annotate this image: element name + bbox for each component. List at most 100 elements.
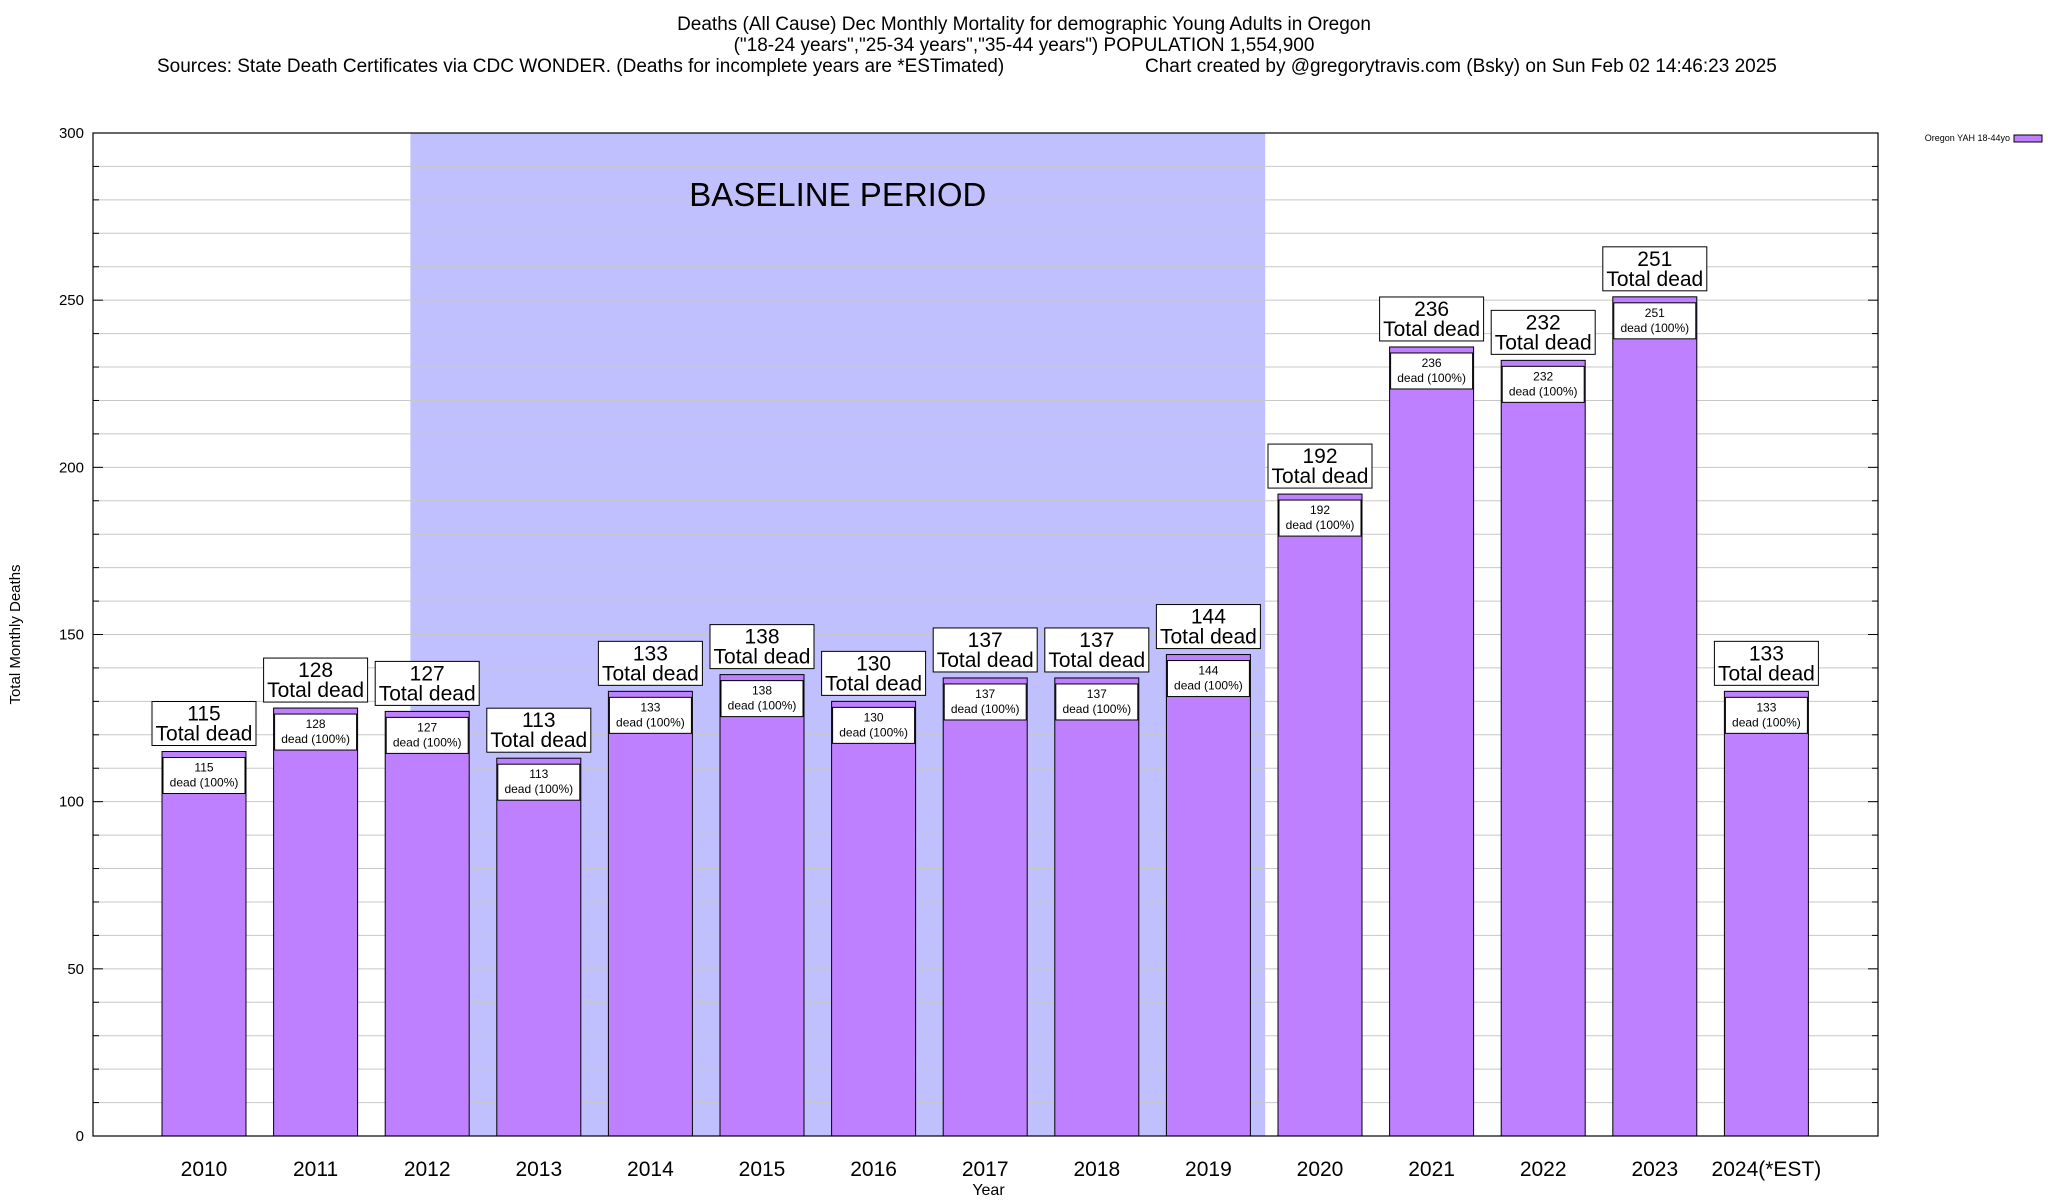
top-value-label: 133 xyxy=(633,642,668,665)
top-value-label: 138 xyxy=(744,626,779,649)
credit-note: Chart created by @gregorytravis.com (Bsk… xyxy=(1145,56,1777,77)
legend-label: Oregon YAH 18-44yo xyxy=(1925,133,2010,143)
baseline-period-label: BASELINE PERIOD xyxy=(689,176,986,213)
top-total-label: Total dead xyxy=(1272,465,1369,488)
x-tick-label: 2014 xyxy=(627,1158,674,1181)
inner-value-label: 251 xyxy=(1645,306,1665,320)
inner-value-label: 128 xyxy=(306,717,326,731)
bar xyxy=(1277,493,1363,1137)
top-label-box xyxy=(263,657,369,703)
top-value-label: 133 xyxy=(1749,642,1784,665)
inner-label-box xyxy=(608,696,692,734)
y-tick-label: 200 xyxy=(59,459,84,476)
inner-percent-label: dead (100%) xyxy=(1174,679,1243,693)
top-value-label: 115 xyxy=(187,703,220,726)
top-value-label: 137 xyxy=(968,629,1003,652)
bar xyxy=(161,751,247,1137)
inner-percent-label: dead (100%) xyxy=(170,776,239,790)
top-label-box xyxy=(709,624,815,670)
legend-swatch xyxy=(2013,134,2043,143)
top-label-box xyxy=(1490,309,1596,355)
top-total-label: Total dead xyxy=(1606,268,1703,291)
inner-percent-label: dead (100%) xyxy=(1286,518,1355,532)
y-tick-label: 50 xyxy=(67,961,84,978)
inner-label-box xyxy=(1278,499,1362,537)
top-value-label: 137 xyxy=(1079,629,1114,652)
y-tick-label: 0 xyxy=(76,1128,84,1145)
x-tick-label: 2020 xyxy=(1297,1158,1344,1181)
top-label-box xyxy=(1267,443,1373,489)
top-label-box xyxy=(374,660,480,706)
inner-value-label: 133 xyxy=(1756,700,1776,714)
inner-value-label: 137 xyxy=(975,687,995,701)
top-total-label: Total dead xyxy=(1160,626,1257,649)
top-total-label: Total dead xyxy=(1718,662,1815,685)
inner-percent-label: dead (100%) xyxy=(1509,384,1578,398)
bar xyxy=(1165,654,1251,1137)
top-value-label: 236 xyxy=(1414,298,1449,321)
inner-label-box xyxy=(1166,660,1250,698)
inner-percent-label: dead (100%) xyxy=(728,699,797,713)
inner-percent-label: dead (100%) xyxy=(504,782,573,796)
top-label-box xyxy=(597,640,703,686)
bar xyxy=(384,710,470,1137)
inner-label-box xyxy=(832,706,916,744)
legend: Oregon YAH 18-44yo xyxy=(1925,133,2043,143)
x-tick-label: 2022 xyxy=(1520,1158,1567,1181)
bar xyxy=(942,677,1028,1137)
inner-value-label: 236 xyxy=(1422,356,1442,370)
top-total-label: Total dead xyxy=(1495,331,1592,354)
inner-value-label: 192 xyxy=(1310,503,1330,517)
inner-label-box xyxy=(1613,302,1697,340)
inner-value-label: 127 xyxy=(417,720,437,734)
x-tick-label: 2016 xyxy=(850,1158,897,1181)
top-value-label: 113 xyxy=(522,709,555,732)
top-value-label: 127 xyxy=(410,662,445,685)
top-value-label: 232 xyxy=(1526,311,1561,334)
y-tick-label: 100 xyxy=(59,794,84,811)
top-total-label: Total dead xyxy=(1383,318,1480,341)
top-value-label: 251 xyxy=(1637,248,1672,271)
bar xyxy=(719,674,805,1137)
inner-label-box xyxy=(385,716,469,754)
inner-label-box xyxy=(497,763,581,801)
x-tick-label: 2017 xyxy=(962,1158,1009,1181)
top-label-box xyxy=(1713,640,1819,686)
top-total-label: Total dead xyxy=(602,662,699,685)
x-tick-label: 2021 xyxy=(1408,1158,1455,1181)
inner-label-box xyxy=(1055,683,1139,721)
bar xyxy=(496,757,582,1137)
bar xyxy=(1612,296,1698,1137)
y-axis: 0 50 100 150 200 250 300 xyxy=(59,125,1878,1145)
inner-label-box xyxy=(720,680,804,718)
bar xyxy=(1723,690,1809,1137)
top-total-label: Total dead xyxy=(267,679,364,702)
bar xyxy=(1389,346,1475,1137)
chart-titles: Deaths (All Cause) Dec Monthly Mortality… xyxy=(0,14,2048,78)
bar xyxy=(1500,359,1586,1137)
inner-percent-label: dead (100%) xyxy=(839,725,908,739)
bar xyxy=(607,690,693,1137)
x-tick-label: 2023 xyxy=(1631,1158,1678,1181)
inner-label-box xyxy=(1501,365,1585,403)
bar xyxy=(1054,677,1140,1137)
bar xyxy=(273,707,359,1137)
chart-notes: Sources: State Death Certificates via CD… xyxy=(0,56,2048,78)
x-axis-label: Year xyxy=(972,1182,1005,1199)
inner-percent-label: dead (100%) xyxy=(951,702,1020,716)
top-value-label: 192 xyxy=(1302,445,1337,468)
top-value-label: 144 xyxy=(1191,606,1226,629)
inner-value-label: 144 xyxy=(1198,664,1218,678)
chart-title: Deaths (All Cause) Dec Monthly Mortality… xyxy=(677,14,1371,35)
x-tick-label: 2018 xyxy=(1073,1158,1120,1181)
inner-value-label: 138 xyxy=(752,684,772,698)
inner-percent-label: dead (100%) xyxy=(616,715,685,729)
x-tick-label: 2019 xyxy=(1185,1158,1232,1181)
top-label-box xyxy=(1155,604,1261,650)
top-value-label: 128 xyxy=(298,659,333,682)
top-value-label: 130 xyxy=(856,652,891,675)
inner-label-box xyxy=(1390,352,1474,390)
inner-label-box xyxy=(274,713,358,751)
